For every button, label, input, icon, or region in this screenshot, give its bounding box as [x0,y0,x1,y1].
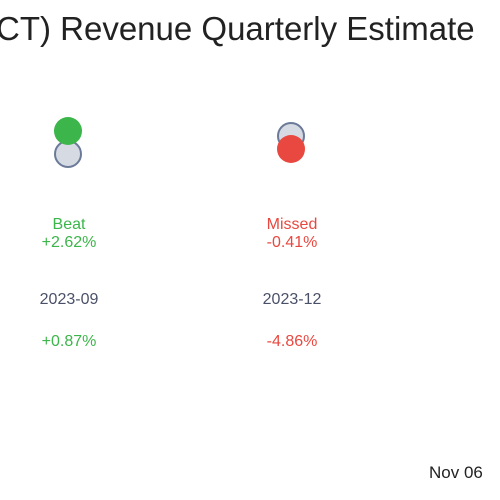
quarter-marker-2023-12 [272,114,312,174]
surprise-percent: -0.41% [266,234,318,251]
actual-dot [54,117,82,145]
chart-title: CT) Revenue Quarterly Estimate [0,10,475,47]
growth-percent: +0.87% [41,333,97,350]
actual-dot [277,135,305,163]
footer-date: Nov 06 [429,463,483,482]
surprise-percent: -0 [445,234,500,252]
surprise-label: Beat +2.62% [0,216,139,252]
period-label: 2023-12 [262,291,322,308]
result-status: Missed [266,216,318,233]
surprise-percent: +2.62% [41,234,97,251]
result-status: M [445,216,500,234]
growth-percent: -0 [445,333,500,351]
period-label: 20 [445,291,500,309]
growth-percent: -4.86% [266,333,318,350]
quarter-marker-20 [495,114,500,174]
surprise-label: M-0 [445,216,500,252]
period-label: 2023-09 [39,291,99,308]
quarter-marker-2023-09 [49,114,89,174]
surprise-label: Missed -0.41% [222,216,362,252]
result-status: Beat [52,216,86,233]
